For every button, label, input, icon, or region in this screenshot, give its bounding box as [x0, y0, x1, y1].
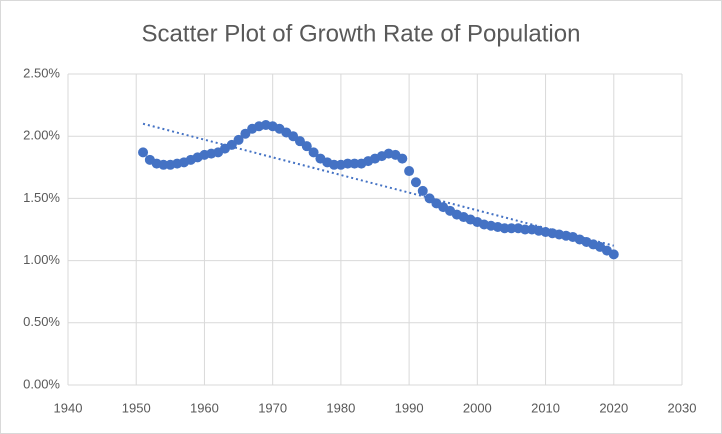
x-tick-label: 1940 [54, 400, 83, 415]
x-tick-label: 2000 [463, 400, 492, 415]
x-tick-label: 1960 [190, 400, 219, 415]
y-tick-label: 2.50% [23, 65, 60, 80]
y-tick-label: 1.50% [23, 190, 60, 205]
x-tick-label: 2010 [531, 400, 560, 415]
y-tick-label: 0.50% [23, 314, 60, 329]
x-tick-label: 1970 [258, 400, 287, 415]
point [608, 249, 619, 260]
x-tick-label: 1950 [122, 400, 151, 415]
point [308, 147, 319, 158]
y-tick-label: 0.00% [23, 376, 60, 391]
point [417, 185, 428, 196]
y-tick-label: 2.00% [23, 128, 60, 143]
x-tick-label: 1980 [326, 400, 355, 415]
point [138, 147, 149, 158]
y-tick-label: 1.00% [23, 252, 60, 267]
point [410, 177, 421, 188]
x-tick-label: 2020 [599, 400, 628, 415]
chart-title: Scatter Plot of Growth Rate of Populatio… [142, 20, 581, 47]
point [397, 153, 408, 164]
x-tick-label: 1990 [395, 400, 424, 415]
point [301, 141, 312, 152]
x-tick-label: 2030 [668, 400, 697, 415]
point [404, 166, 415, 177]
trendline [142, 122, 615, 247]
point [233, 134, 244, 145]
